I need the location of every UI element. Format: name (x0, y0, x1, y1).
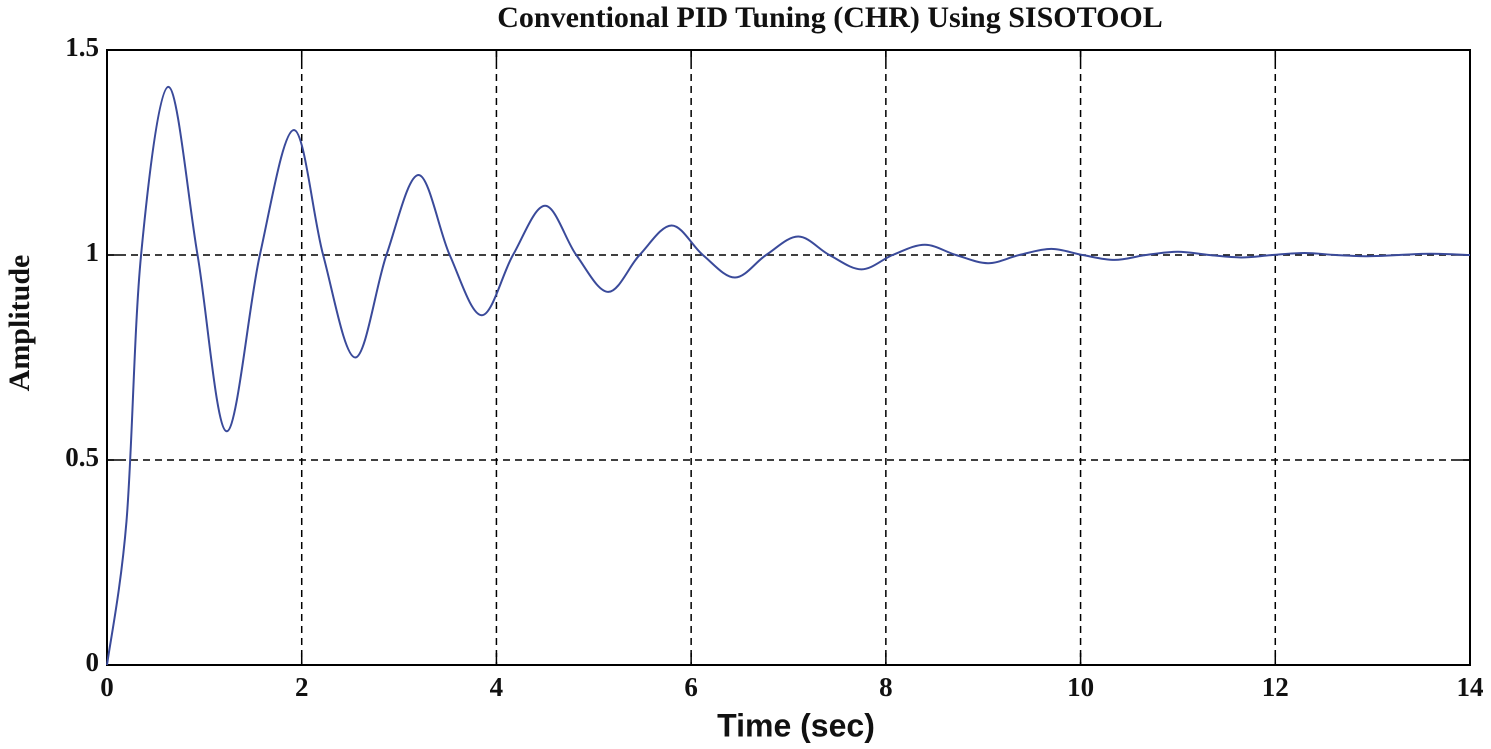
x-tick-label: 8 (879, 672, 893, 702)
x-tick-label: 14 (1457, 672, 1484, 702)
x-tick-label: 2 (295, 672, 309, 702)
data-line (106, 85, 1471, 666)
plot-frame (106, 49, 1471, 666)
y-axis-label: Amplitude (3, 255, 36, 392)
chart-title: Conventional PID Tuning (CHR) Using SISO… (497, 1, 1163, 34)
y-tick-label: 1 (86, 237, 100, 267)
y-tick-label: 0.5 (65, 442, 99, 472)
x-tick-label: 0 (100, 672, 114, 702)
x-tick-label: 12 (1262, 672, 1289, 702)
x-axis-label: Time (sec) (717, 707, 875, 743)
y-tick-label: 0 (86, 647, 100, 677)
x-tick-label: 6 (684, 672, 698, 702)
x-tick-label: 10 (1067, 672, 1094, 702)
x-tick-label: 4 (490, 672, 504, 702)
y-tick-label: 1.5 (65, 32, 99, 62)
